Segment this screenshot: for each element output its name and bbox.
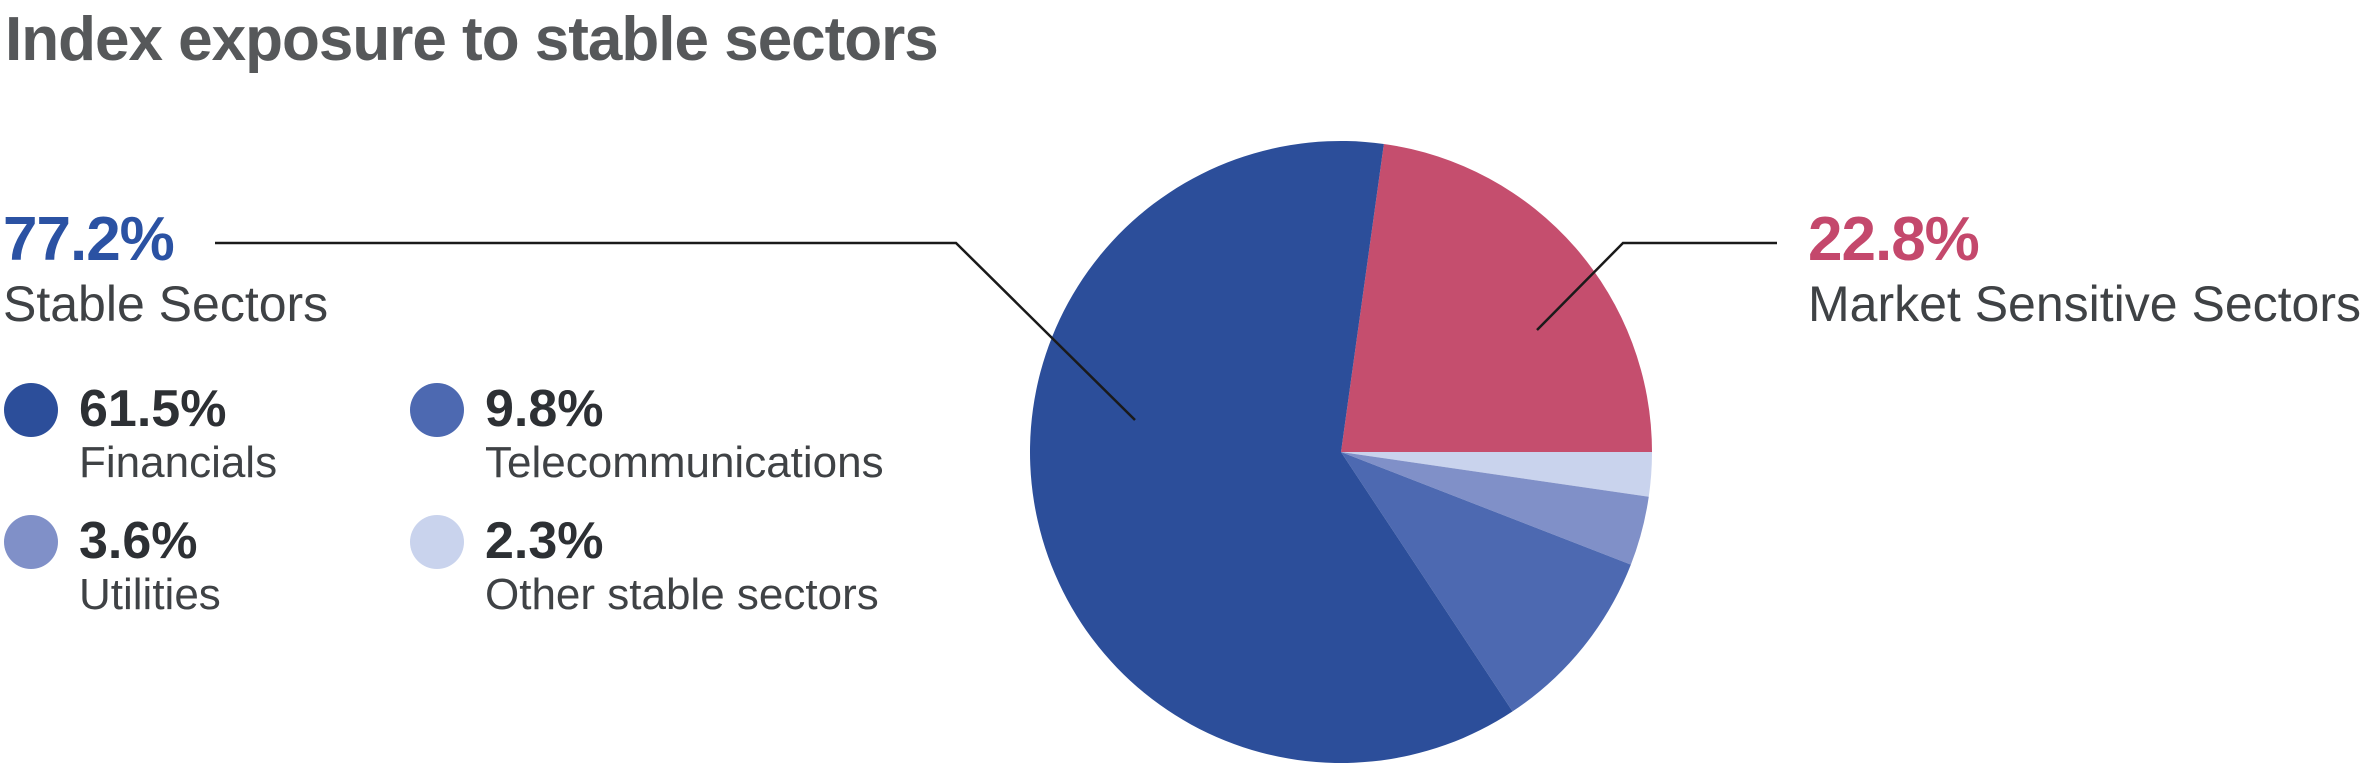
- market-sensitive-label: Market Sensitive Sectors: [1808, 276, 2361, 332]
- market-sensitive-callout: 22.8% Market Sensitive Sectors: [1808, 205, 2361, 333]
- right-callout-line: [1536, 241, 1777, 331]
- telecommunications-label: Telecommunications: [485, 438, 884, 487]
- pie-slice-other-stable-sectors: [1341, 452, 1652, 497]
- utilities-swatch-icon: [4, 515, 58, 569]
- telecommunications-swatch-icon: [410, 383, 464, 437]
- financials-label: Financials: [79, 438, 278, 487]
- other-stable-sectors-value: 2.3%: [485, 512, 604, 570]
- pie-chart: [1029, 141, 1652, 764]
- chart-title: Index exposure to stable sectors: [5, 5, 939, 74]
- utilities-label: Utilities: [79, 570, 221, 619]
- utilities-value: 3.6%: [79, 512, 198, 570]
- financials-swatch-icon: [4, 383, 58, 437]
- market-sensitive-value: 22.8%: [1808, 205, 1980, 274]
- pie-slice-telecommunications: [1341, 452, 1631, 712]
- legend-item-financials: 61.5% Financials: [4, 382, 277, 488]
- legend-item-utilities: 3.6% Utilities: [4, 514, 221, 620]
- other-stable-sectors-label: Other stable sectors: [485, 570, 879, 619]
- pie-slice-utilities: [1341, 452, 1649, 565]
- stable-sectors-callout: 77.2% Stable Sectors: [3, 205, 328, 333]
- pie-slice-financials: [1029, 141, 1513, 764]
- legend-item-telecommunications: 9.8% Telecommunications: [410, 382, 884, 488]
- other-stable-sectors-swatch-icon: [410, 515, 464, 569]
- left-callout-line: [215, 241, 1136, 421]
- stable-sectors-label: Stable Sectors: [3, 276, 329, 332]
- stable-sectors-value: 77.2%: [3, 205, 175, 274]
- legend-item-other-stable-sectors: 2.3% Other stable sectors: [410, 514, 879, 620]
- financials-value: 61.5%: [79, 380, 227, 438]
- telecommunications-value: 9.8%: [485, 380, 604, 438]
- pie-slice-market-sensitive-sectors: [1341, 143, 1652, 452]
